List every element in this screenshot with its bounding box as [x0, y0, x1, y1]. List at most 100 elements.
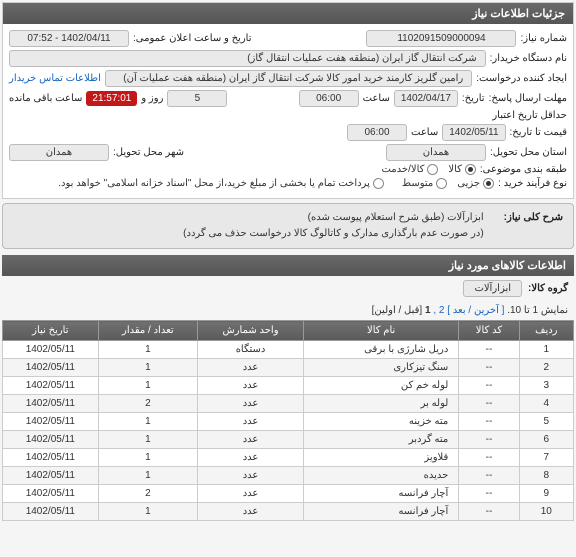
valid-time-label: ساعت [411, 127, 438, 138]
cell-name: قلاویز [304, 449, 459, 467]
class-goods-label: کالا [448, 164, 462, 175]
pager-pre: نمایش 1 تا 10. [507, 305, 568, 316]
exec-city-field: همدان [9, 144, 109, 161]
cell-date: 1402/05/11 [3, 413, 99, 431]
pager-page2-link[interactable]: 2 , [433, 305, 444, 316]
cell-date: 1402/05/11 [3, 341, 99, 359]
cell-qty: 1 [98, 503, 197, 521]
cell-code: -- [459, 341, 519, 359]
cell-qty: 1 [98, 413, 197, 431]
col-code[interactable]: کد کالا [459, 321, 519, 341]
col-qty[interactable]: تعداد / مقدار [98, 321, 197, 341]
cell-name: سنگ تیزکاری [304, 359, 459, 377]
remaining-time: 21:57:01 [86, 91, 137, 106]
valid-sub-label: قیمت تا تاریخ: [510, 127, 567, 138]
announce-field: 1402/04/11 - 07:52 [9, 30, 129, 47]
cell-date: 1402/05/11 [3, 377, 99, 395]
cell-unit: عدد [198, 377, 304, 395]
need-no-label: شماره نیاز: [520, 33, 567, 44]
creator-label: ایجاد کننده درخواست: [476, 73, 567, 84]
col-name[interactable]: نام کالا [304, 321, 459, 341]
cell-qty: 1 [98, 431, 197, 449]
class-service-radio[interactable]: کالا/خدمت [381, 164, 438, 175]
cell-code: -- [459, 485, 519, 503]
buyer-org-label: نام دستگاه خریدار: [490, 53, 567, 64]
cell-date: 1402/05/11 [3, 467, 99, 485]
subject-class-group: کالا کالا/خدمت [381, 164, 475, 175]
table-row[interactable]: 9--آچار فرانسهعدد21402/05/11 [3, 485, 574, 503]
need-summary-box: شرح کلی نیاز: ابزارآلات (طبق شرح استعلام… [2, 203, 574, 249]
cell-name: مته خزینه [304, 413, 459, 431]
need-no-field: 1102091509000094 [366, 30, 516, 47]
valid-label: حداقل تاریخ اعتبار [492, 110, 567, 121]
radio-icon [373, 178, 384, 189]
days-field: 5 [167, 90, 227, 107]
cell-unit: عدد [198, 413, 304, 431]
col-date[interactable]: تاریخ نیاز [3, 321, 99, 341]
cell-unit: عدد [198, 503, 304, 521]
radio-icon [436, 178, 447, 189]
pager-first: [قبل / اولین] [372, 305, 423, 316]
buy-medium-radio[interactable]: متوسط [402, 178, 447, 189]
class-goods-radio[interactable]: کالا [448, 164, 476, 175]
summary-line2: (در صورت عدم بارگذاری مدارک و کاتالوگ کا… [183, 226, 484, 242]
cell-idx: 7 [519, 449, 573, 467]
buy-type-label: نوع فرآیند خرید : [498, 178, 567, 189]
col-unit[interactable]: واحد شمارش [198, 321, 304, 341]
cell-qty: 1 [98, 359, 197, 377]
pay-note-label: پرداخت تمام یا بخشی از مبلغ خرید،از محل … [58, 178, 370, 189]
resp-date-to-label: تاریخ: [462, 93, 485, 104]
radio-icon [427, 164, 438, 175]
pay-note-check[interactable]: پرداخت تمام یا بخشی از مبلغ خرید،از محل … [58, 178, 384, 189]
exec-prov-label: استان محل تحویل: [490, 147, 567, 158]
cell-code: -- [459, 395, 519, 413]
buyer-org-field: شرکت انتقال گاز ایران (منطقه هفت عملیات … [9, 50, 486, 67]
cell-idx: 4 [519, 395, 573, 413]
cell-unit: عدد [198, 485, 304, 503]
cell-qty: 2 [98, 485, 197, 503]
subject-class-label: طبقه بندی موضوعی: [480, 164, 567, 175]
cell-qty: 1 [98, 467, 197, 485]
cell-code: -- [459, 413, 519, 431]
table-row[interactable]: 6--مته گردبرعدد11402/05/11 [3, 431, 574, 449]
buy-type-group: جزیی متوسط [402, 178, 494, 189]
cell-name: لوله بر [304, 395, 459, 413]
group-row: گروه کالا: ابزارآلات [0, 276, 576, 301]
cell-idx: 6 [519, 431, 573, 449]
pager-next-link[interactable]: / بعد ] [447, 305, 471, 316]
remain-label: ساعت باقی مانده [9, 93, 82, 104]
cell-idx: 3 [519, 377, 573, 395]
table-row[interactable]: 1--دریل شارژی با برقیدستگاه11402/05/11 [3, 341, 574, 359]
cell-name: لوله خم کن [304, 377, 459, 395]
table-row[interactable]: 3--لوله خم کنعدد11402/05/11 [3, 377, 574, 395]
cell-date: 1402/05/11 [3, 359, 99, 377]
buy-small-radio[interactable]: جزیی [457, 178, 494, 189]
table-row[interactable]: 10--آچار فرانسهعدد11402/05/11 [3, 503, 574, 521]
cell-qty: 1 [98, 341, 197, 359]
pager-current: 1 [425, 305, 431, 316]
buy-medium-label: متوسط [402, 178, 433, 189]
class-service-label: کالا/خدمت [381, 164, 424, 175]
table-row[interactable]: 4--لوله برعدد21402/05/11 [3, 395, 574, 413]
cell-code: -- [459, 431, 519, 449]
buyer-contact-link[interactable]: اطلاعات تماس خریدار [9, 73, 101, 84]
table-row[interactable]: 2--سنگ تیزکاریعدد11402/05/11 [3, 359, 574, 377]
panel-title: جزئیات اطلاعات نیاز [3, 3, 573, 24]
table-row[interactable]: 5--مته خزینهعدد11402/05/11 [3, 413, 574, 431]
table-row[interactable]: 8--حدیدهعدد11402/05/11 [3, 467, 574, 485]
cell-unit: عدد [198, 431, 304, 449]
cell-idx: 8 [519, 467, 573, 485]
cell-code: -- [459, 449, 519, 467]
col-idx[interactable]: ردیف [519, 321, 573, 341]
cell-name: دریل شارژی با برقی [304, 341, 459, 359]
cell-qty: 2 [98, 395, 197, 413]
cell-code: -- [459, 503, 519, 521]
pager-last-link[interactable]: [ آخرین [474, 305, 504, 316]
items-section-title: اطلاعات کالاهای مورد نیاز [2, 255, 574, 276]
cell-name: آچار فرانسه [304, 503, 459, 521]
table-row[interactable]: 7--قلاویزعدد11402/05/11 [3, 449, 574, 467]
cell-name: حدیده [304, 467, 459, 485]
buy-small-label: جزیی [457, 178, 480, 189]
cell-unit: عدد [198, 467, 304, 485]
cell-code: -- [459, 467, 519, 485]
